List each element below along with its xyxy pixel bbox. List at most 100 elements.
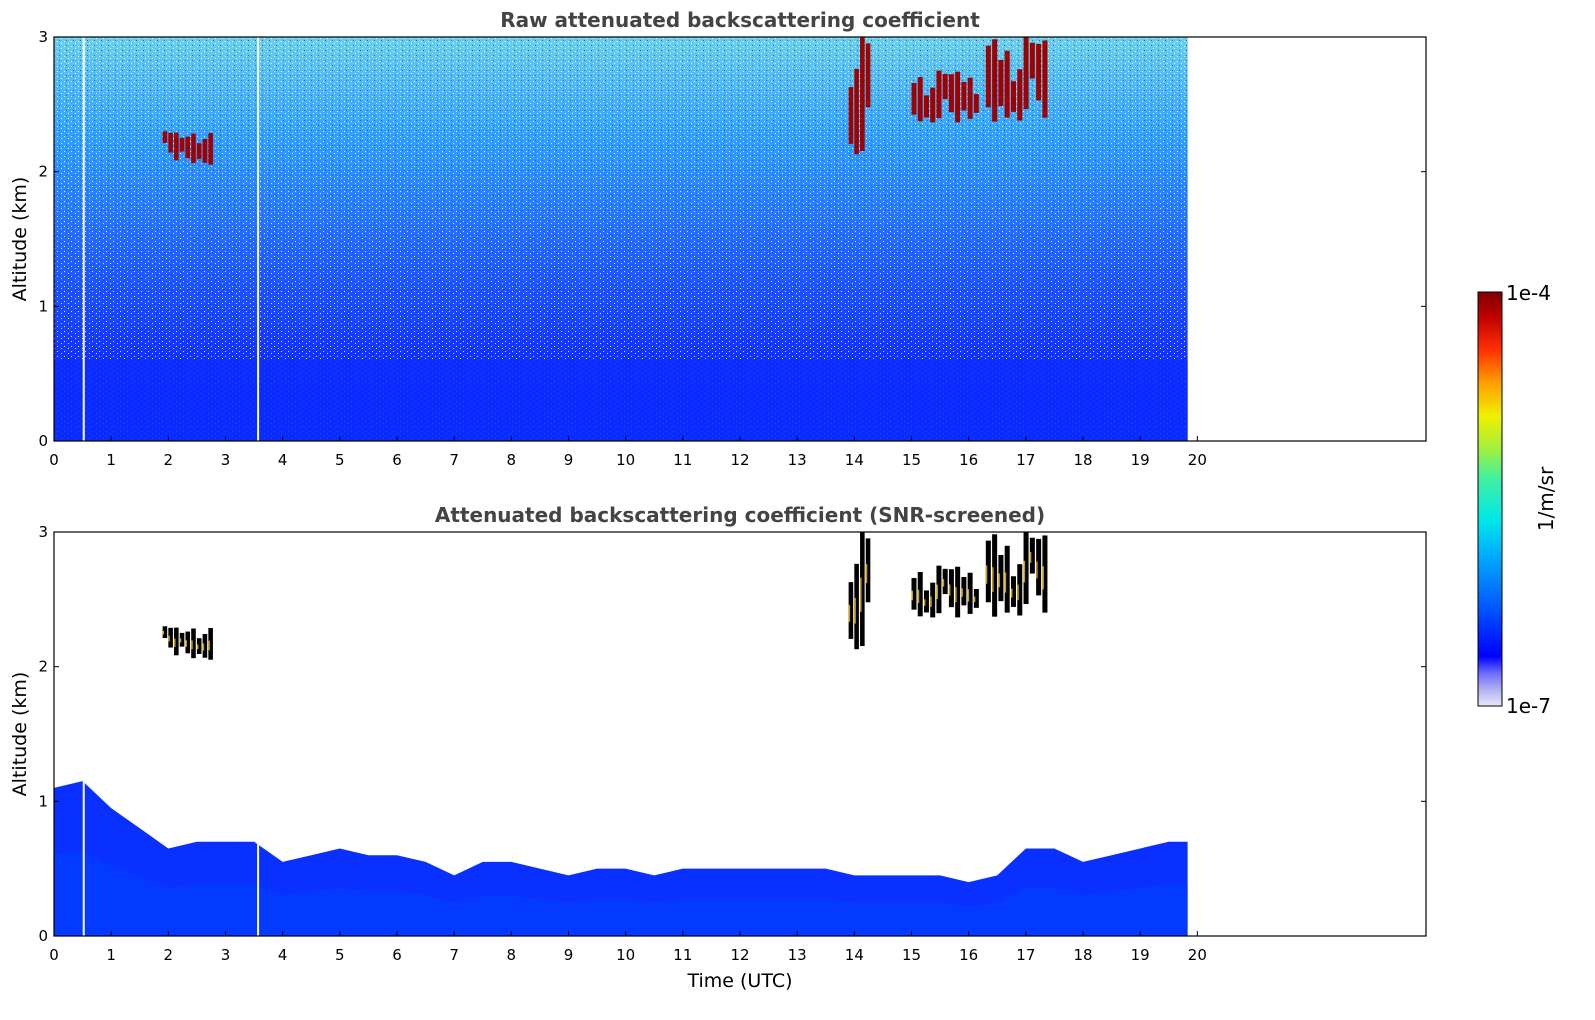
- x-tick-label: 12: [730, 451, 749, 469]
- cloud-edge: [202, 643, 205, 651]
- cloud-streak: [191, 628, 196, 659]
- cloud-edge: [998, 573, 1000, 588]
- x-tick-label: 2: [164, 946, 174, 964]
- cloud-streak: [936, 70, 942, 119]
- cloud-streak: [985, 45, 991, 108]
- cloud-edge: [1023, 560, 1026, 583]
- cloud-edge: [936, 584, 938, 599]
- cloud-streak: [942, 568, 948, 595]
- y-tick-label: 1: [38, 792, 48, 810]
- cloud-streak: [174, 132, 179, 161]
- snr-screened-heatmap: [54, 532, 1188, 936]
- cloud-streak: [992, 39, 998, 122]
- x-tick-label: 18: [1073, 946, 1092, 964]
- chart-title: Raw attenuated backscattering coefficien…: [500, 8, 980, 32]
- cloud-edge: [1029, 552, 1032, 563]
- cloud-edge: [208, 640, 210, 651]
- cloud-streak: [865, 538, 871, 603]
- cloud-streak: [185, 136, 191, 159]
- cloud-edge: [923, 599, 926, 606]
- x-tick-label: 15: [902, 946, 921, 964]
- cloud-streak: [917, 572, 923, 617]
- boundary-layer-core: [54, 850, 1188, 936]
- cloud-streak: [202, 139, 208, 163]
- x-tick-label: 18: [1073, 451, 1092, 469]
- cloud-edge: [967, 589, 970, 602]
- x-tick-label: 3: [221, 946, 231, 964]
- cloud-streak: [948, 74, 954, 113]
- cloud-edge: [1004, 572, 1007, 593]
- cloud-streak: [955, 566, 961, 618]
- cloud-streak: [860, 37, 865, 152]
- cloud-edge: [162, 630, 165, 635]
- y-tick-label: 3: [38, 28, 48, 46]
- cloud-streak: [967, 572, 973, 614]
- cloud-edge: [1017, 584, 1019, 601]
- x-tick-label: 1: [106, 451, 116, 469]
- cloud-streak: [973, 589, 979, 608]
- cloud-streak: [162, 131, 168, 144]
- x-tick-label: 13: [788, 946, 807, 964]
- cloud-streak: [1029, 537, 1035, 574]
- cloud-streak: [917, 77, 923, 122]
- cloud-edge: [865, 563, 868, 584]
- x-tick-label: 7: [449, 946, 459, 964]
- x-tick-label: 20: [1188, 946, 1207, 964]
- x-tick-label: 3: [221, 451, 231, 469]
- cloud-edge: [1036, 561, 1038, 579]
- y-tick-label: 2: [38, 658, 48, 676]
- chart-title: Attenuated backscattering coefficient (S…: [435, 503, 1045, 527]
- cloud-streak: [930, 582, 936, 618]
- cloud-streak: [923, 590, 929, 613]
- x-tick-label: 19: [1131, 946, 1150, 964]
- x-tick-label: 20: [1188, 451, 1207, 469]
- cloud-streak: [1017, 564, 1023, 616]
- cloud-streak: [936, 565, 942, 614]
- cloud-edge: [191, 640, 193, 650]
- cloud-streak: [911, 83, 917, 115]
- cloud-streak: [942, 73, 948, 100]
- cloud-streak: [998, 554, 1004, 602]
- cloud-edge: [179, 638, 182, 643]
- cloud-edge: [174, 638, 176, 647]
- x-tick-label: 15: [902, 451, 921, 469]
- cloud-streak: [998, 59, 1004, 107]
- cloud-streak: [930, 87, 936, 123]
- x-tick-label: 11: [673, 451, 692, 469]
- cloud-streak: [168, 627, 173, 648]
- y-tick-label: 2: [38, 163, 48, 181]
- x-tick-label: 10: [616, 946, 635, 964]
- cloud-streak: [923, 95, 929, 118]
- cloud-streak: [196, 143, 202, 159]
- cloud-edge: [185, 640, 187, 647]
- cloud-streak: [179, 137, 185, 152]
- cloud-streak: [1029, 42, 1035, 79]
- x-tick-label: 17: [1016, 946, 1035, 964]
- cloud-edge: [860, 577, 862, 612]
- cloud-streak: [1042, 535, 1048, 613]
- cloud-streak: [1010, 576, 1017, 607]
- cloud-edge: [973, 596, 976, 603]
- cloud-streak: [854, 68, 859, 155]
- cloud-streak: [985, 540, 991, 603]
- cloud-streak: [1023, 532, 1029, 605]
- colorbar: 1e-4 1e-7 1/m/sr: [1477, 281, 1558, 718]
- cloud-streak: [208, 628, 213, 660]
- x-tick-label: 9: [564, 451, 574, 469]
- x-tick-label: 4: [278, 451, 288, 469]
- cloud-streak: [948, 569, 954, 608]
- cloud-streak: [168, 132, 173, 153]
- cloud-streak: [1023, 37, 1029, 110]
- x-tick-label: 7: [449, 451, 459, 469]
- cloud-edge: [917, 589, 920, 604]
- cloud-streak: [185, 631, 191, 654]
- cloud-edge: [948, 584, 951, 596]
- x-tick-label: 19: [1131, 451, 1150, 469]
- colorbar-gradient: [1477, 291, 1503, 707]
- x-tick-label: 8: [507, 946, 517, 964]
- cloud-edge: [930, 596, 932, 607]
- cloud-streak: [191, 133, 196, 164]
- cloud-edge: [1042, 566, 1044, 590]
